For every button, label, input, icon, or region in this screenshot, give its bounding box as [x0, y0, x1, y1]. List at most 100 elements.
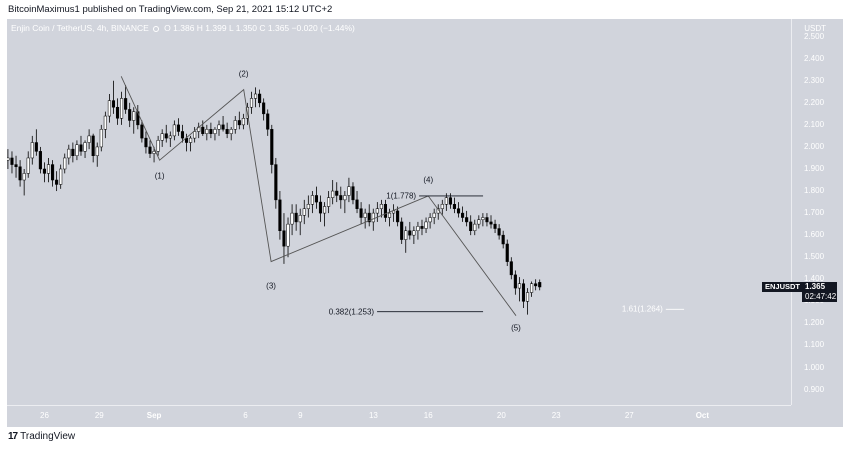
price-tick-label: 2.100 [804, 119, 825, 129]
candle-body-up [412, 230, 416, 236]
candle [339, 186, 343, 209]
candle [485, 213, 489, 227]
wave-label: (4) [423, 175, 434, 185]
candle [42, 162, 46, 183]
candle-body-up [517, 283, 521, 289]
candle [473, 219, 477, 236]
candle-body-up [347, 186, 351, 196]
date-tick-label: 29 [94, 411, 104, 420]
date-tick-label: 6 [243, 411, 248, 420]
candle [258, 89, 262, 108]
candle [314, 186, 318, 209]
candle-body-down [176, 124, 180, 132]
candle [375, 202, 379, 222]
candle [310, 191, 314, 214]
candle [335, 182, 339, 203]
chart-canvas[interactable] [7, 19, 843, 427]
date-tick-label: Oct [695, 411, 710, 420]
candle-body-down [201, 126, 205, 134]
candle [306, 195, 310, 218]
candle [99, 124, 103, 152]
candle-body-down [71, 148, 75, 157]
candle-body-down [274, 164, 278, 201]
candle [189, 135, 193, 152]
candle [408, 221, 412, 240]
candle-body-up [229, 129, 233, 134]
candle-body-up [371, 212, 375, 223]
candle-body-up [75, 144, 79, 157]
candle [534, 279, 538, 291]
candle-body-down [355, 199, 359, 209]
candle [521, 279, 526, 308]
date-tick-label: 9 [298, 411, 303, 420]
price-tick-label: 1.100 [804, 340, 825, 350]
ohlc-open: O 1.386 [164, 23, 195, 33]
candle [497, 224, 501, 240]
candle [266, 109, 270, 136]
candle [282, 213, 286, 264]
candle [505, 239, 509, 267]
ohlc-high: H 1.399 [196, 23, 227, 33]
candle-body-down [534, 283, 538, 287]
ohlc-close: C 1.365 [259, 23, 290, 33]
candle-body-up [432, 212, 436, 218]
candle [120, 91, 124, 125]
symbol-header: Enjin Coin / TetherUS, 4h, BINANCE O 1.3… [11, 23, 355, 33]
candle [67, 144, 71, 165]
candle [193, 127, 197, 143]
candle-body-down [128, 109, 132, 121]
candle-body-up [189, 137, 193, 143]
fib-layer [377, 195, 685, 313]
candle [501, 230, 505, 249]
wave-label: (3) [266, 281, 276, 291]
candle [392, 204, 396, 222]
fib-level-label: 0.382(1.253) [328, 307, 375, 317]
tradingview-logo[interactable]: 17 TradingView [8, 431, 75, 442]
candle-body-up [525, 292, 530, 302]
candle [95, 142, 99, 167]
candle-body-down [14, 164, 18, 168]
candle [225, 122, 229, 139]
candle-body-up [168, 135, 172, 139]
candle-body-down [383, 204, 388, 218]
candle-body-up [120, 98, 124, 119]
candle-body-up [306, 204, 310, 209]
candle-body-down [448, 197, 452, 205]
candle-body-down [396, 210, 400, 223]
candle [111, 80, 116, 114]
candle [168, 131, 172, 147]
candle-body-down [469, 221, 473, 231]
candle [351, 182, 355, 205]
candle-body-up [26, 157, 30, 174]
candle-body-down [452, 204, 457, 209]
date-tick-label: 26 [40, 411, 49, 420]
candle-body-up [290, 212, 294, 225]
candle [469, 215, 473, 236]
candle [164, 124, 168, 143]
candle-body-up [217, 124, 221, 130]
candle [87, 129, 91, 150]
price-tick-label: 2.300 [804, 75, 825, 85]
candle-body-up [67, 148, 71, 159]
candle-body-up [59, 168, 63, 185]
chart-frame[interactable]: Enjin Coin / TetherUS, 4h, BINANCE O 1.3… [7, 19, 843, 427]
candle [75, 140, 79, 161]
candle-body-down [140, 124, 144, 139]
candle-body-up [424, 221, 428, 229]
candle-body-up [530, 283, 534, 293]
candle [79, 135, 83, 156]
candle-body-up [327, 197, 331, 207]
wave-label: (2) [238, 69, 249, 79]
candle-body-down [339, 195, 343, 201]
fib-level-label: 1.61(1.264) [621, 304, 663, 314]
candle-body-down [266, 113, 270, 130]
price-tick-label: 2.500 [804, 31, 825, 41]
candle [477, 215, 481, 229]
candle [274, 157, 278, 209]
price-tick-label: 1.000 [804, 362, 825, 372]
wave-layer [120, 76, 517, 316]
last-price-badge: ENJUSDT 1.365 02:47:42 [762, 281, 837, 303]
candle [221, 116, 225, 132]
candle-body-down [513, 274, 517, 289]
candle [416, 221, 420, 240]
